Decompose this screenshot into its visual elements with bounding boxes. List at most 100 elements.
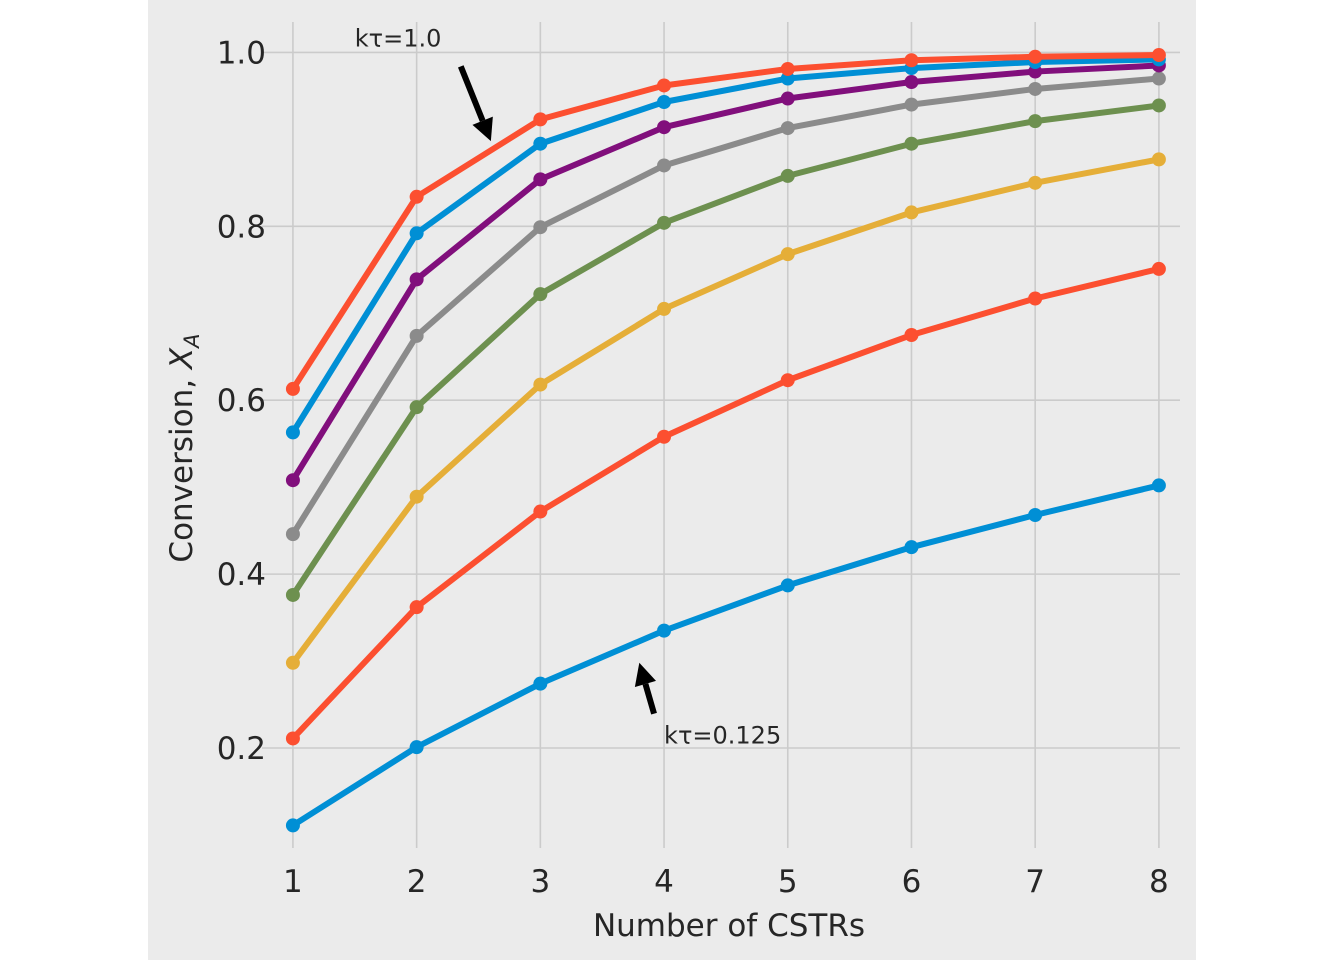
series-8-point-2 xyxy=(409,189,424,204)
series-3-point-7 xyxy=(1028,175,1043,190)
series-2-point-8 xyxy=(1151,261,1166,276)
series-6-point-1 xyxy=(285,473,300,488)
annotation-2-arrow-shaft xyxy=(642,683,657,715)
series-5-point-7 xyxy=(1028,81,1043,96)
series-6-point-6 xyxy=(904,74,919,89)
series-8-line xyxy=(289,52,1162,392)
annotation-1: kτ=1.0 xyxy=(355,24,493,142)
series-3-line xyxy=(289,156,1162,666)
y-tick-label-0-6: 0.6 xyxy=(217,383,266,419)
series-1 xyxy=(285,478,1166,833)
series-5-point-8 xyxy=(1151,71,1166,86)
series-6-point-5 xyxy=(780,91,795,106)
series-group xyxy=(285,48,1166,833)
series-3-point-8 xyxy=(1151,152,1166,167)
x-axis-label: Number of CSTRs xyxy=(593,908,865,944)
series-3-point-6 xyxy=(904,205,919,220)
series-8-point-4 xyxy=(657,78,672,93)
series-8-point-3 xyxy=(533,112,548,127)
series-2-line xyxy=(289,265,1162,742)
annotation-2-arrow-head xyxy=(634,662,657,687)
y-axis-label: Conversion, XA xyxy=(164,333,204,562)
series-5-point-3 xyxy=(533,220,548,235)
series-8 xyxy=(285,48,1166,396)
x-tick-label-2: 2 xyxy=(407,864,427,900)
series-1-point-7 xyxy=(1028,507,1043,522)
series-4-line xyxy=(289,102,1162,598)
series-6-line xyxy=(289,62,1162,484)
series-5-point-4 xyxy=(657,158,672,173)
series-5-line xyxy=(289,75,1162,538)
series-2-point-6 xyxy=(904,328,919,343)
series-1-point-6 xyxy=(904,540,919,555)
series-6-point-7 xyxy=(1028,64,1043,79)
series-7-point-3 xyxy=(533,136,548,151)
annotation-1-arrow-shaft xyxy=(457,65,486,122)
series-4-point-5 xyxy=(780,168,795,183)
x-tick-label-8: 8 xyxy=(1149,864,1169,900)
y-tick-labels: 0.2 0.4 0.6 0.8 1.0 xyxy=(217,35,266,767)
series-3-point-1 xyxy=(285,655,300,670)
series-7-point-5 xyxy=(780,71,795,86)
series-4-point-6 xyxy=(904,136,919,151)
annotations-group: kτ=1.0 kτ=0.125 xyxy=(355,24,781,749)
series-8-point-1 xyxy=(285,381,300,396)
series-3-point-3 xyxy=(533,377,548,392)
x-tick-label-1: 1 xyxy=(283,864,303,900)
series-4-point-8 xyxy=(1151,98,1166,113)
series-2-point-1 xyxy=(285,731,300,746)
series-4-point-4 xyxy=(657,215,672,230)
series-5-point-2 xyxy=(409,328,424,343)
series-6-point-2 xyxy=(409,272,424,287)
x-tick-label-4: 4 xyxy=(654,864,674,900)
series-6-point-3 xyxy=(533,172,548,187)
x-tick-label-5: 5 xyxy=(778,864,798,900)
y-tick-label-1-0: 1.0 xyxy=(217,35,266,71)
x-tick-labels: 1 2 3 4 5 6 7 8 xyxy=(283,864,1169,900)
series-1-line xyxy=(289,482,1162,829)
series-4-point-7 xyxy=(1028,114,1043,129)
series-8-point-8 xyxy=(1151,48,1166,63)
y-tick-label-0-2: 0.2 xyxy=(217,731,266,767)
series-4 xyxy=(285,98,1166,602)
series-3-point-4 xyxy=(657,301,672,316)
series-8-point-6 xyxy=(904,53,919,68)
series-1-point-8 xyxy=(1151,478,1166,493)
annotation-2: kτ=0.125 xyxy=(634,662,781,750)
series-7-point-4 xyxy=(657,94,672,109)
series-5-point-6 xyxy=(904,97,919,112)
series-1-point-2 xyxy=(409,740,424,755)
series-4-point-2 xyxy=(409,400,424,415)
series-7-line xyxy=(289,56,1162,436)
series-7-point-1 xyxy=(285,425,300,440)
series-2 xyxy=(285,261,1166,746)
series-3 xyxy=(285,152,1166,670)
series-8-point-5 xyxy=(780,61,795,76)
x-tick-label-7: 7 xyxy=(1025,864,1045,900)
series-1-point-5 xyxy=(780,578,795,593)
series-8-point-7 xyxy=(1028,49,1043,64)
series-6-point-4 xyxy=(657,120,672,135)
y-tick-label-0-8: 0.8 xyxy=(217,209,266,245)
series-3-point-5 xyxy=(780,247,795,262)
annotation-1-text: kτ=1.0 xyxy=(355,24,442,52)
series-2-point-2 xyxy=(409,600,424,615)
series-1-point-1 xyxy=(285,818,300,833)
series-2-point-4 xyxy=(657,429,672,444)
x-tick-label-6: 6 xyxy=(902,864,922,900)
series-2-point-7 xyxy=(1028,291,1043,306)
series-2-point-5 xyxy=(780,373,795,388)
y-tick-label-0-4: 0.4 xyxy=(217,557,266,593)
series-7-point-2 xyxy=(409,226,424,241)
annotation-1-arrow-head xyxy=(472,116,493,142)
series-2-point-3 xyxy=(533,504,548,519)
annotation-2-text: kτ=0.125 xyxy=(664,722,781,750)
series-5-point-1 xyxy=(285,527,300,542)
series-4-point-3 xyxy=(533,287,548,302)
series-4-point-1 xyxy=(285,587,300,602)
x-tick-label-3: 3 xyxy=(530,864,550,900)
series-5-point-5 xyxy=(780,121,795,136)
series-5 xyxy=(285,71,1166,542)
